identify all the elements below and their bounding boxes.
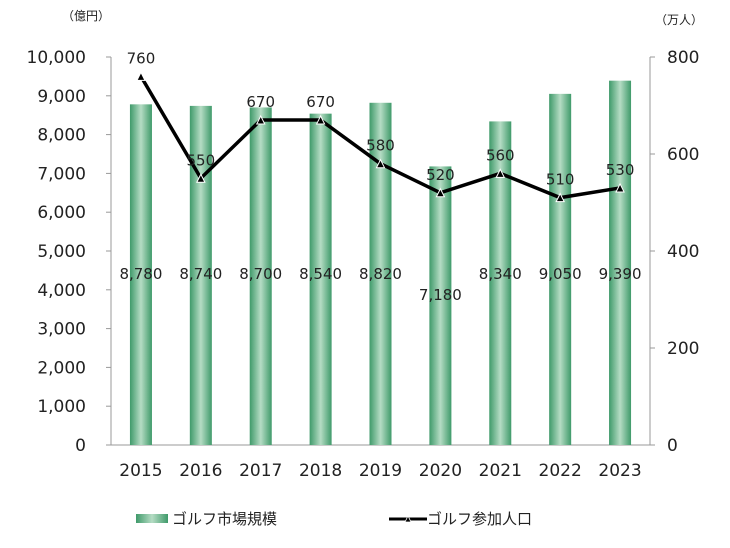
legend-bar-label: ゴルフ市場規模: [172, 510, 278, 528]
bar-data-label: 8,540: [299, 265, 342, 283]
line-marker: [196, 173, 206, 183]
line-data-label: 670: [306, 93, 335, 111]
legend-item-bar: ゴルフ市場規模: [136, 508, 277, 529]
bar: [369, 102, 392, 445]
legend-line-label: ゴルフ参加人口: [427, 510, 533, 528]
bar: [249, 107, 272, 445]
line-data-label: 510: [546, 171, 575, 189]
left-tick-label: 10,000: [27, 48, 86, 68]
line-marker: [615, 182, 625, 193]
line-marker: [495, 168, 506, 178]
left-tick-label: 9,000: [37, 87, 86, 107]
left-tick-label: 4,000: [37, 281, 86, 301]
bar: [189, 105, 212, 445]
line-marker: [255, 114, 266, 125]
x-tick-label: 2015: [119, 461, 162, 481]
right-tick-label: 0: [667, 436, 678, 456]
bar: [309, 113, 332, 445]
left-tick-label: 8,000: [37, 126, 86, 146]
left-tick-label: 6,000: [37, 203, 86, 223]
bar-data-label: 8,780: [119, 265, 162, 283]
legend-line-swatch: [389, 514, 427, 522]
x-tick-label: 2018: [299, 461, 342, 481]
x-tick-label: 2016: [179, 461, 222, 481]
bar: [609, 80, 632, 445]
line-marker: [555, 192, 565, 203]
line-data-label: 520: [426, 166, 455, 184]
line-data-label: 550: [187, 151, 216, 169]
bar: [489, 121, 512, 446]
legend-item-line: ゴルフ参加人口: [389, 508, 532, 529]
bar-data-label: 9,390: [599, 265, 642, 283]
line-data-label: 760: [127, 49, 156, 67]
right-tick-label: 600: [667, 145, 699, 165]
left-axis-unit: （億円）: [62, 9, 110, 23]
x-tick-label: 2019: [359, 461, 402, 481]
x-tick-label: 2023: [598, 461, 641, 481]
right-axis-unit: （万人）: [655, 13, 703, 27]
bar-data-label: 9,050: [539, 265, 582, 283]
left-tick-label: 5,000: [37, 242, 86, 262]
left-tick-label: 1,000: [37, 397, 86, 417]
line-data-label: 530: [606, 161, 635, 179]
line-data-label: 560: [486, 146, 515, 164]
right-tick-label: 800: [667, 48, 699, 68]
x-tick-label: 2021: [479, 461, 522, 481]
legend-bar-swatch: [136, 514, 168, 523]
line-marker: [315, 114, 326, 125]
bar-data-label: 7,180: [419, 286, 462, 304]
bar: [549, 93, 572, 446]
line-marker: [136, 71, 146, 81]
line-marker: [435, 187, 446, 198]
x-tick-label: 2022: [539, 461, 582, 481]
left-tick-label: 0: [75, 436, 86, 456]
line-data-label: 670: [246, 93, 275, 111]
left-tick-label: 3,000: [37, 320, 86, 340]
bar: [429, 166, 452, 445]
left-tick-label: 2,000: [37, 358, 86, 378]
line-marker: [375, 158, 386, 169]
bar: [129, 104, 152, 445]
x-tick-label: 2017: [239, 461, 282, 481]
x-tick-label: 2020: [419, 461, 462, 481]
left-tick-label: 7,000: [37, 164, 86, 184]
bar-data-label: 8,740: [179, 265, 222, 283]
right-tick-label: 200: [667, 339, 699, 359]
bar-data-label: 8,700: [239, 265, 282, 283]
bar-data-label: 8,340: [479, 265, 522, 283]
line-data-label: 580: [366, 137, 395, 155]
right-tick-label: 400: [667, 242, 699, 262]
bar-data-label: 8,820: [359, 265, 402, 283]
